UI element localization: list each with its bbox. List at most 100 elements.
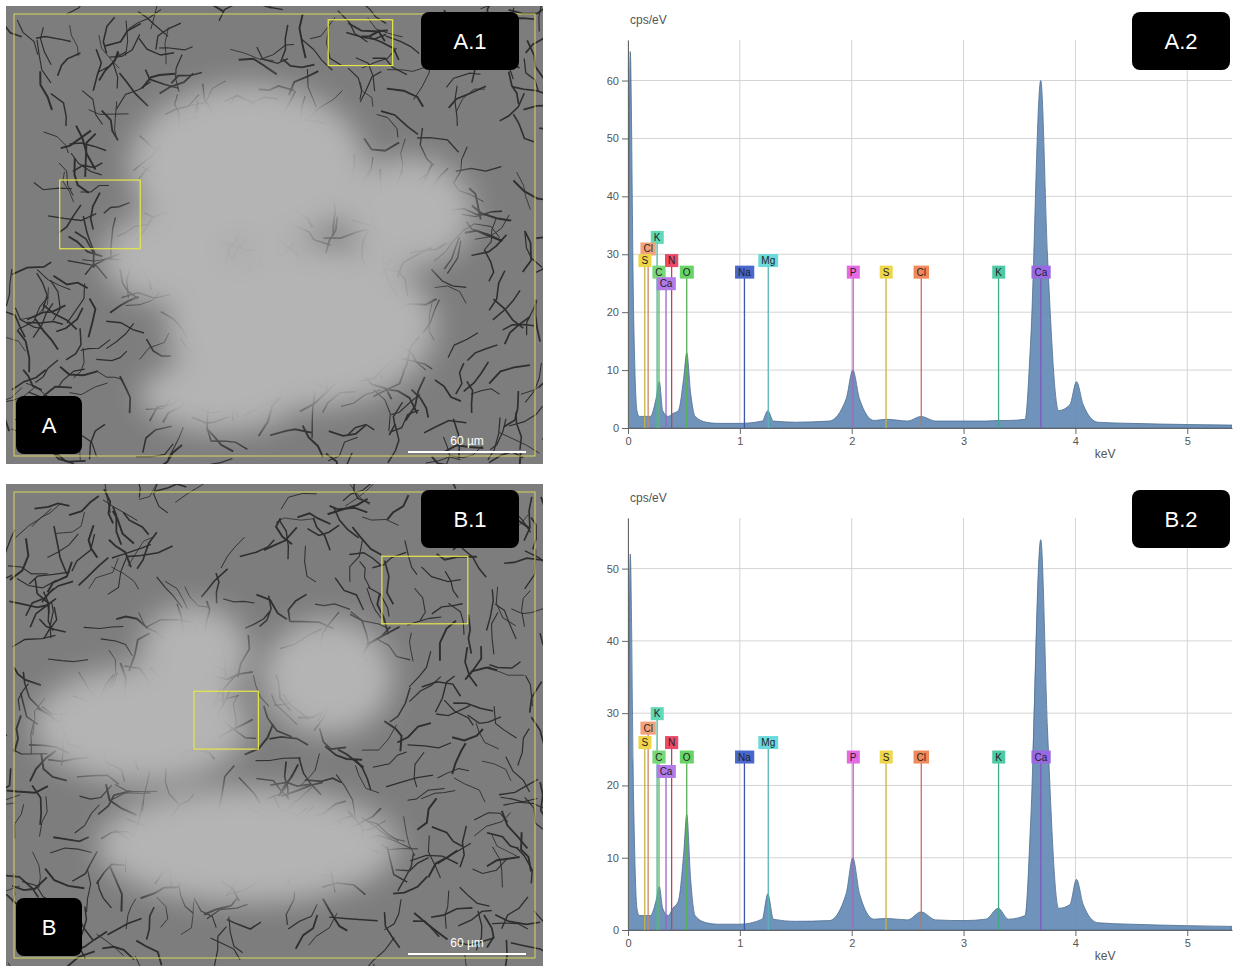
crack xyxy=(168,427,183,459)
crack xyxy=(104,203,130,214)
tick-label: 3 xyxy=(961,937,967,949)
crack xyxy=(39,619,65,632)
element-line xyxy=(658,272,659,428)
crack xyxy=(37,40,51,83)
crack xyxy=(494,706,516,738)
element-label-box xyxy=(657,277,676,290)
spectrum-area xyxy=(628,540,1232,930)
element-label-text: Mg xyxy=(761,737,775,748)
crack xyxy=(260,44,294,59)
crack xyxy=(221,537,244,568)
element-label: O xyxy=(680,751,694,764)
crack xyxy=(475,215,510,240)
crack xyxy=(6,392,9,431)
element-line xyxy=(644,260,645,428)
grid-line-x xyxy=(739,518,740,930)
tick: 1 xyxy=(737,930,743,949)
tick: 20 xyxy=(607,779,628,791)
crack xyxy=(414,588,425,620)
tick: 3 xyxy=(961,428,967,447)
crack xyxy=(7,786,48,793)
tick-mark xyxy=(622,785,628,786)
element-label-text: Na xyxy=(738,267,751,278)
crack xyxy=(219,6,252,21)
crack xyxy=(90,424,105,459)
crack xyxy=(492,834,518,856)
tick-mark xyxy=(622,641,628,642)
figure: 60 µmA.1A60 µmB.1B0102030405060012345cps… xyxy=(0,0,1243,969)
element-line xyxy=(998,757,999,930)
crack xyxy=(360,82,373,107)
crack xyxy=(417,798,436,829)
badge-box xyxy=(16,396,82,454)
tick: 2 xyxy=(849,930,855,949)
element-label: Na xyxy=(735,751,754,764)
crack xyxy=(474,813,507,822)
element-line xyxy=(686,757,687,930)
crack xyxy=(414,913,447,940)
element-label-box xyxy=(651,707,664,720)
crack xyxy=(531,717,543,752)
tick-mark xyxy=(740,930,741,936)
crack xyxy=(245,612,269,628)
crack xyxy=(464,362,489,391)
crack xyxy=(185,587,210,608)
crack xyxy=(495,915,540,925)
grid-line-y xyxy=(628,80,1232,81)
crack xyxy=(193,459,232,464)
crack xyxy=(120,376,130,413)
element-line xyxy=(744,757,745,930)
crack xyxy=(13,635,56,646)
element-label-text: Na xyxy=(738,752,751,763)
sem-image: 60 µmA.1A xyxy=(0,0,577,490)
crack xyxy=(482,761,511,781)
crack xyxy=(175,484,212,502)
crack xyxy=(428,850,457,877)
crack xyxy=(108,558,127,595)
element-label-box xyxy=(640,722,655,735)
crack xyxy=(165,27,168,64)
bright-region xyxy=(344,157,473,267)
crack xyxy=(115,785,158,792)
tick-mark xyxy=(622,312,628,313)
tick-mark xyxy=(622,569,628,570)
crack xyxy=(453,703,493,711)
element-label-text: N xyxy=(668,737,675,748)
crack xyxy=(405,540,417,574)
tick: 0 xyxy=(613,422,628,434)
element-label-box xyxy=(735,266,754,279)
tick-label: 20 xyxy=(607,306,619,318)
crack xyxy=(364,138,399,150)
badge-box xyxy=(421,12,519,70)
grid-line-x xyxy=(1075,518,1076,930)
crack xyxy=(288,904,317,929)
element-line xyxy=(744,272,745,428)
element-label-box xyxy=(657,765,676,778)
panel-badge: A.2 xyxy=(1132,12,1230,70)
crack xyxy=(296,915,318,949)
panel-label: B.1 xyxy=(453,507,486,532)
tick-label: 40 xyxy=(607,190,619,202)
crack xyxy=(502,811,528,848)
grid-line-y xyxy=(628,370,1232,371)
tick: 40 xyxy=(607,190,628,202)
panel-label: B xyxy=(42,915,57,940)
crack xyxy=(386,775,433,787)
crack xyxy=(18,684,28,711)
crack xyxy=(88,299,95,338)
element-label: C xyxy=(652,751,665,764)
element-label: S xyxy=(880,266,893,279)
crack xyxy=(384,721,401,751)
crack xyxy=(518,729,529,766)
crack xyxy=(69,236,103,256)
crack xyxy=(101,639,133,656)
crack xyxy=(409,633,413,662)
crack xyxy=(50,848,91,853)
crack xyxy=(111,567,138,589)
crack xyxy=(387,89,423,107)
crack xyxy=(99,51,118,80)
crack xyxy=(373,752,407,767)
crack xyxy=(214,927,226,966)
crack xyxy=(69,496,99,515)
tick-mark xyxy=(1187,930,1188,936)
